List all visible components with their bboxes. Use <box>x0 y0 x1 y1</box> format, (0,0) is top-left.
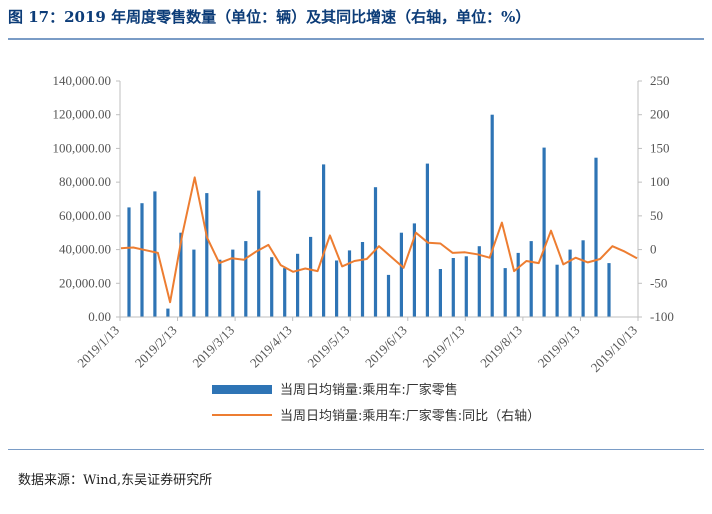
bar <box>205 193 209 317</box>
bar <box>516 252 520 317</box>
bar <box>309 236 313 317</box>
bar <box>581 240 585 317</box>
bar <box>360 242 365 317</box>
x-axis-tick-label: 2019/8/13 <box>477 323 525 371</box>
chart: 0.00 20,000.00 40,000.00 60,000.00 80,000.00… <box>53 73 674 424</box>
bar <box>218 259 222 317</box>
right-axis-tick-label: 100 <box>650 174 670 189</box>
left-axis-tick-label: 20,000.00 <box>59 275 111 290</box>
right-axis: -100 -50 0 50 100 150 200 250 <box>637 73 674 324</box>
bar <box>386 274 391 317</box>
bar <box>399 232 403 317</box>
bar <box>438 269 442 317</box>
right-axis-tick-label: 200 <box>650 107 670 122</box>
legend-bar-label: 当周日均销量:乘用车:厂家零售 <box>280 382 458 398</box>
x-axis-tick-label: 2019/6/13 <box>362 323 410 371</box>
bar <box>594 157 598 317</box>
bar <box>555 264 559 317</box>
right-axis-tick-label: 150 <box>650 140 670 155</box>
bar <box>140 203 144 317</box>
right-axis-tick-label: -100 <box>650 309 674 324</box>
x-axis: 2019/1/13 2019/2/13 2019/3/13 2019/4/13 2019… <box>74 316 640 375</box>
bar <box>257 190 261 317</box>
left-axis: 0.00 20,000.00 40,000.00 60,000.00 80,000.00… <box>53 73 121 324</box>
bar <box>464 256 468 317</box>
legend-bar-swatch <box>212 385 272 394</box>
bar <box>283 268 287 317</box>
bar <box>373 187 378 317</box>
bar <box>322 164 326 317</box>
right-axis-tick-label: 250 <box>650 73 670 88</box>
left-axis-tick-label: 120,000.00 <box>53 107 112 122</box>
x-axis-tick-label: 2019/3/13 <box>189 323 237 371</box>
x-axis-tick-label: 2019/9/13 <box>535 323 583 371</box>
bar <box>490 114 494 317</box>
bar <box>179 232 183 317</box>
bar <box>335 260 339 317</box>
bar <box>296 253 300 317</box>
bar <box>503 268 507 317</box>
left-axis-tick-label: 100,000.00 <box>53 140 112 155</box>
bar <box>244 241 248 317</box>
line-series <box>120 176 638 304</box>
left-axis-tick-label: 60,000.00 <box>59 208 111 223</box>
bar <box>425 163 429 317</box>
left-axis-tick-label: 80,000.00 <box>59 174 111 189</box>
left-axis-tick-label: 40,000.00 <box>59 242 111 257</box>
left-axis-tick-label: 0.00 <box>88 309 111 324</box>
x-axis-tick-label: 2019/10/13 <box>588 323 640 375</box>
bar <box>231 249 235 317</box>
bar <box>412 223 416 317</box>
bar-series <box>127 114 611 317</box>
bar <box>127 207 131 317</box>
bar <box>607 263 611 317</box>
bar <box>568 249 572 317</box>
figure-title: 图 17：2019 年周度零售数量（单位：辆）及其同比增速（右轴，单位：%） <box>8 8 531 26</box>
right-axis-tick-label: 0 <box>650 242 657 257</box>
right-axis-tick-label: -50 <box>650 275 667 290</box>
right-axis-tick-label: 50 <box>650 208 663 223</box>
bar <box>166 308 170 317</box>
bar <box>153 191 157 317</box>
bar <box>529 241 533 317</box>
source-note: 数据来源：Wind,东吴证券研究所 <box>18 473 213 488</box>
x-axis-tick-label: 2019/2/13 <box>132 323 180 371</box>
footer-divider <box>8 449 704 450</box>
x-axis-tick-label: 2019/5/13 <box>304 323 352 371</box>
x-axis-tick-label: 2019/7/13 <box>420 323 468 371</box>
bar <box>270 257 274 317</box>
bar <box>477 246 481 317</box>
left-axis-tick-label: 140,000.00 <box>53 73 112 88</box>
legend-line-label: 当周日均销量:乘用车:厂家零售:同比（右轴） <box>280 408 540 424</box>
bar <box>192 249 196 317</box>
bar <box>347 250 352 317</box>
bar <box>542 147 546 317</box>
yoy-line <box>120 176 638 304</box>
title-divider <box>8 38 704 40</box>
bar <box>451 258 455 317</box>
x-axis-tick-label: 2019/1/13 <box>74 323 122 371</box>
x-axis-tick-label: 2019/4/13 <box>247 323 295 371</box>
